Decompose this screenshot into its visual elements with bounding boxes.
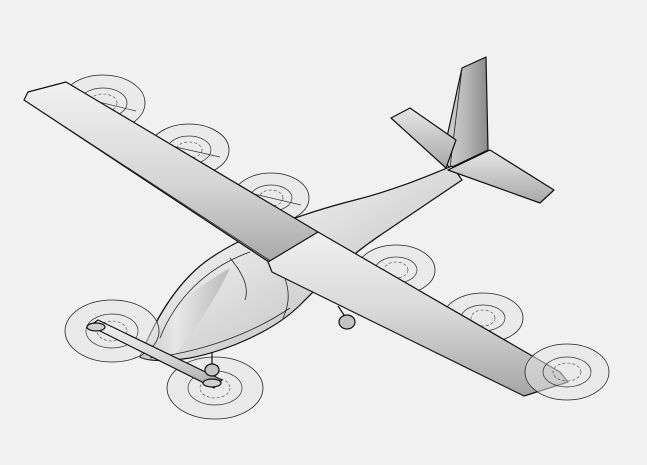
horizontal-stabilizer-left bbox=[391, 108, 456, 168]
rotor-right-outer bbox=[525, 344, 609, 400]
